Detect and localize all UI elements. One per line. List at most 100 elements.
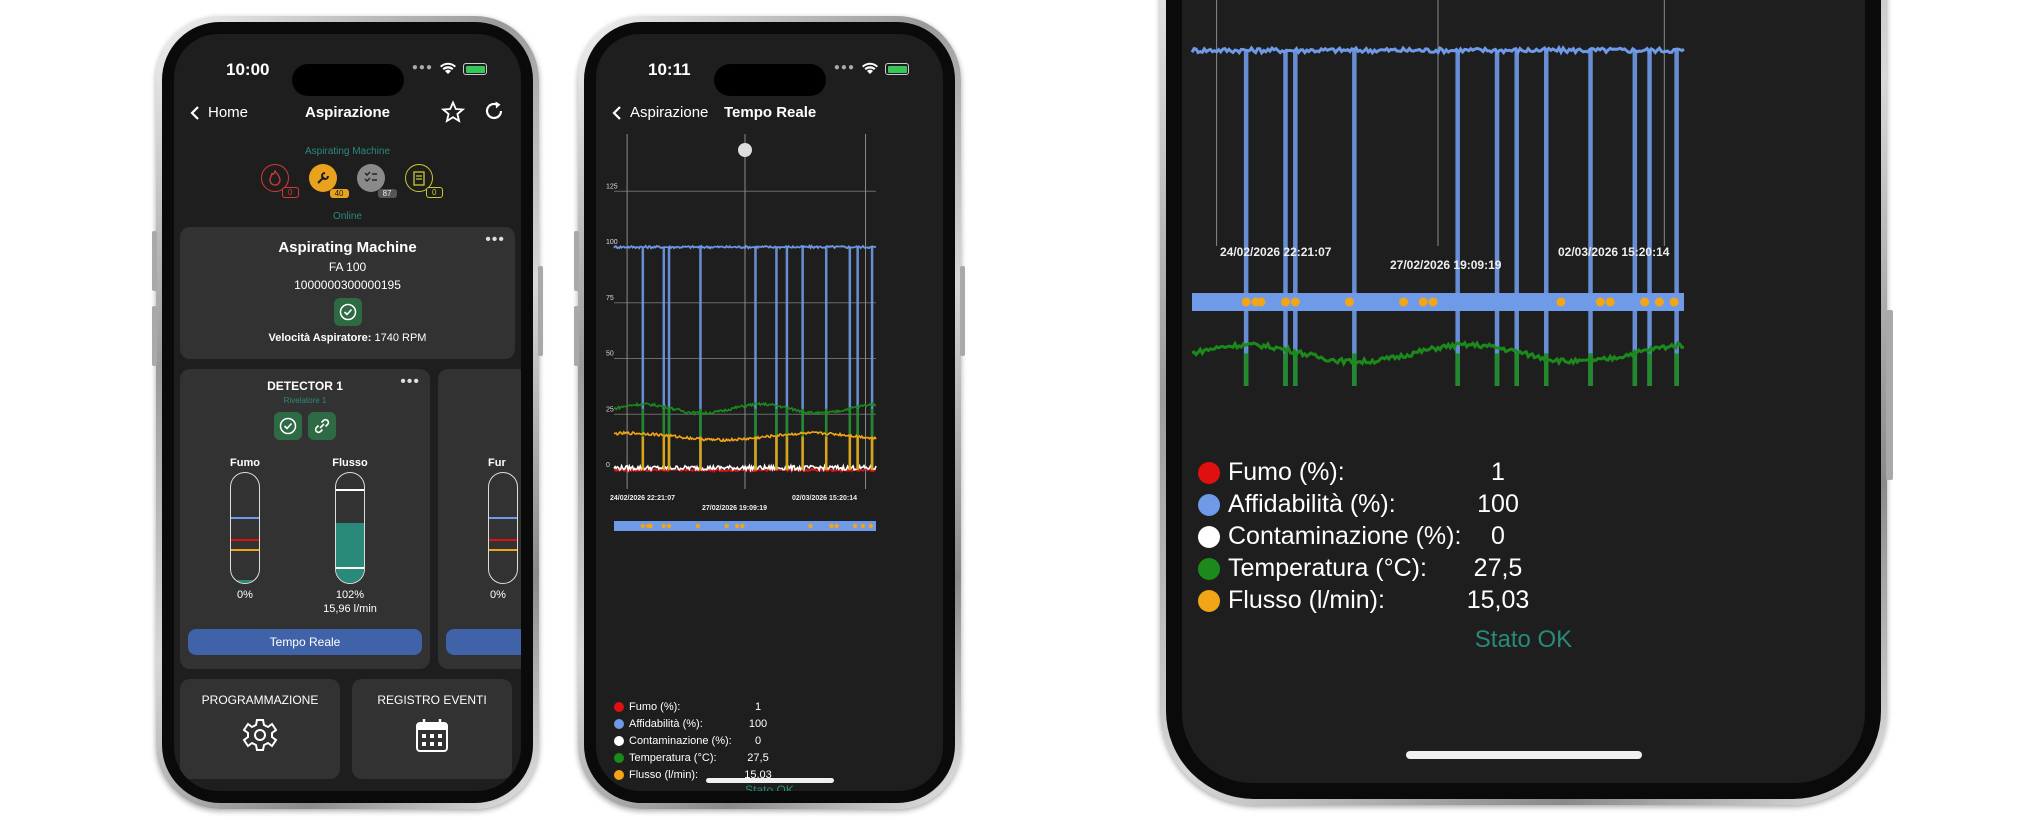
event-marker bbox=[1655, 298, 1664, 307]
legend-zoomed: Fumo (%):1Affidabilità (%):100Contaminaz… bbox=[1198, 456, 1638, 616]
side-button bbox=[574, 306, 579, 366]
tempo-reale-button[interactable]: Tempo Reale bbox=[188, 629, 422, 655]
legend-swatch bbox=[614, 736, 624, 746]
event-marker bbox=[861, 524, 865, 528]
detector-card-peek[interactable]: Fur 0% bbox=[438, 369, 521, 669]
check-circle-icon bbox=[339, 303, 357, 321]
series-drop bbox=[801, 437, 804, 470]
nav-bar: Home Aspirazione bbox=[174, 94, 521, 134]
legend-row: Fumo (%): 1 bbox=[1198, 456, 1638, 488]
legend-label: Flusso (l/min): bbox=[1228, 586, 1385, 614]
list-indicator[interactable]: 87 bbox=[355, 162, 389, 196]
power-button bbox=[1886, 310, 1893, 480]
alarm-indicator[interactable]: 0 bbox=[259, 162, 293, 196]
star-icon[interactable] bbox=[441, 100, 465, 124]
legend-row: Flusso (l/min):15,03 bbox=[1198, 584, 1638, 616]
legend-swatch bbox=[614, 770, 624, 780]
legend-label: Temperatura (°C): bbox=[629, 752, 717, 764]
legend-swatch bbox=[1198, 590, 1220, 612]
checklist-icon bbox=[364, 171, 378, 185]
event-marker bbox=[835, 524, 839, 528]
back-button[interactable]: Aspirazione bbox=[612, 104, 708, 121]
wifi-icon bbox=[861, 61, 879, 75]
realtime-chart[interactable]: 125100755025024/02/2026 22:21:0727/02/20… bbox=[596, 134, 943, 694]
event-marker bbox=[740, 524, 744, 528]
series-drop bbox=[1514, 353, 1519, 386]
fault-indicator[interactable]: 40 bbox=[307, 162, 341, 196]
legend-row: Contaminazione (%): 0 bbox=[614, 733, 774, 750]
flusso-rate: 15,96 l/min bbox=[310, 603, 390, 615]
check-circle-icon bbox=[279, 417, 297, 435]
indicator-row: 0 40 87 0 bbox=[174, 162, 521, 196]
legend-label: Fumo (%): bbox=[1228, 458, 1345, 486]
detector-card[interactable]: ••• DETECTOR 1 Rivelatore 1 Fumo 0% Flus… bbox=[180, 369, 430, 669]
status-time: 10:00 bbox=[226, 60, 269, 80]
legend-label: Temperatura (°C): bbox=[1228, 554, 1427, 582]
x-tick-label: 27/02/2026 19:09:19 bbox=[1390, 258, 1502, 272]
machine-title: Aspirating Machine bbox=[180, 239, 515, 256]
legend: Fumo (%):1Affidabilità (%):100Contaminaz… bbox=[614, 699, 774, 784]
programmazione-label: PROGRAMMAZIONE bbox=[180, 693, 340, 707]
maintenance-count: 0 bbox=[426, 187, 442, 198]
legend-row: Temperatura (°C): 27,5 bbox=[614, 750, 774, 767]
legend-row: Temperatura (°C): 27,5 bbox=[1198, 552, 1638, 584]
series-drop bbox=[825, 437, 828, 470]
status-ok-badge bbox=[334, 298, 362, 326]
home-indicator[interactable] bbox=[1406, 751, 1642, 759]
home-indicator[interactable] bbox=[706, 778, 834, 783]
legend-value: 27,5 bbox=[747, 750, 768, 767]
legend-swatch bbox=[1198, 558, 1220, 580]
wrench-icon bbox=[315, 170, 331, 186]
event-marker bbox=[1596, 298, 1605, 307]
series-drop bbox=[1633, 50, 1638, 386]
programmazione-tile[interactable]: PROGRAMMAZIONE bbox=[180, 679, 340, 779]
series-drop bbox=[1352, 50, 1357, 386]
event-marker bbox=[808, 524, 812, 528]
detector-link-badge[interactable] bbox=[308, 412, 336, 440]
event-marker bbox=[667, 524, 671, 528]
x-tick-label: 02/03/2026 15:20:14 bbox=[1558, 245, 1670, 259]
legend-swatch bbox=[614, 719, 624, 729]
event-marker bbox=[1291, 298, 1300, 307]
fumo-gauge bbox=[230, 472, 260, 584]
flusso-gauge bbox=[335, 472, 365, 584]
peek-label: Fur bbox=[488, 457, 506, 469]
status-bar: 10:11 ●●● bbox=[596, 52, 943, 82]
fire-icon bbox=[268, 170, 282, 186]
legend-value: 0 bbox=[1491, 520, 1505, 552]
legend-label: Contaminazione (%): bbox=[1228, 522, 1461, 550]
screen: 10:11 ●●● Aspirazione Tempo Reale 125100… bbox=[596, 34, 943, 791]
maintenance-indicator[interactable]: 0 bbox=[403, 162, 437, 196]
series-drop bbox=[1544, 353, 1549, 386]
legend-label: Contaminazione (%): bbox=[629, 735, 732, 747]
event-marker bbox=[869, 524, 873, 528]
refresh-icon[interactable] bbox=[483, 100, 505, 122]
detector-title: DETECTOR 1 bbox=[180, 379, 430, 393]
event-marker bbox=[853, 524, 857, 528]
realtime-chart-zoomed[interactable]: 24/02/2026 22:21:0727/02/2026 19:09:1902… bbox=[1182, 0, 1865, 386]
legend-value: 1 bbox=[1491, 456, 1505, 488]
event-marker bbox=[1399, 298, 1408, 307]
side-button bbox=[574, 231, 579, 291]
power-button bbox=[960, 266, 965, 356]
more-icon[interactable]: ••• bbox=[485, 231, 505, 249]
legend-value: 0 bbox=[755, 733, 761, 750]
legend-row: Affidabilità (%):100 bbox=[614, 716, 774, 733]
legend-value: 27,5 bbox=[1474, 552, 1523, 584]
back-button[interactable]: Home bbox=[190, 104, 248, 121]
series-drop bbox=[1244, 50, 1249, 386]
peek-button[interactable] bbox=[446, 629, 521, 655]
alarm-count: 0 bbox=[282, 187, 298, 198]
status-time: 10:11 bbox=[648, 60, 691, 80]
clipboard-icon bbox=[413, 170, 425, 186]
gear-icon bbox=[242, 717, 278, 753]
machine-card[interactable]: ••• Aspirating Machine FA 100 1000000300… bbox=[180, 227, 515, 359]
back-label: Aspirazione bbox=[630, 104, 708, 121]
event-marker bbox=[735, 524, 739, 528]
series-drop bbox=[1495, 353, 1500, 386]
status-ok-label: Stato OK bbox=[1182, 626, 1865, 654]
nav-bar: Aspirazione Tempo Reale bbox=[596, 94, 943, 134]
series-drop bbox=[1455, 50, 1460, 386]
registro-eventi-label: REGISTRO EVENTI bbox=[352, 693, 512, 707]
registro-eventi-tile[interactable]: REGISTRO EVENTI bbox=[352, 679, 512, 779]
